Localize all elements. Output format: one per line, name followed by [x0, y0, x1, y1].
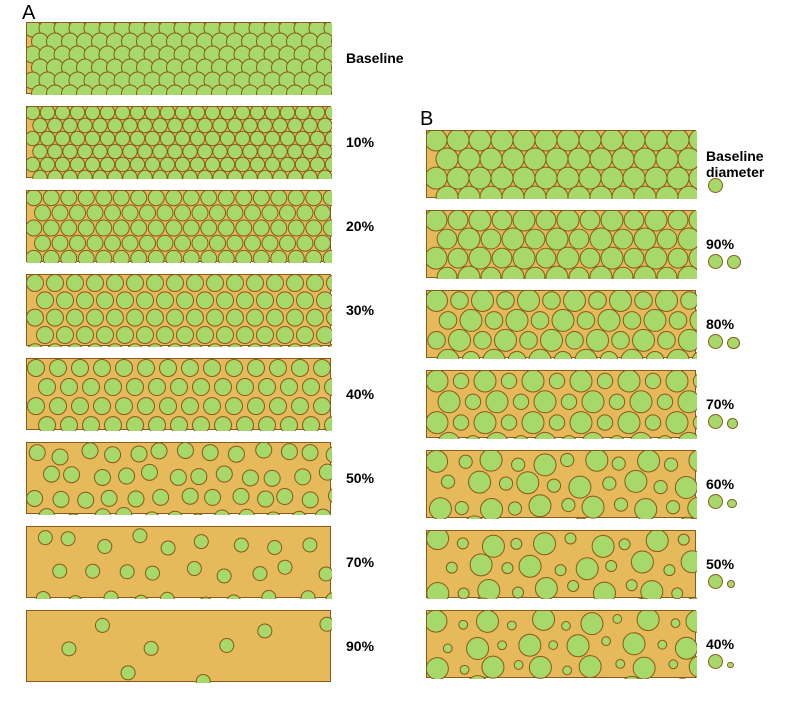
- swatch: [26, 610, 331, 682]
- legend-circle-big: [708, 254, 723, 269]
- legend-circle-small: [727, 499, 736, 508]
- swatch: [426, 290, 696, 358]
- legend-circle-big: [708, 178, 723, 193]
- row-label: 20%: [346, 218, 436, 234]
- row-label: 10%: [346, 134, 436, 150]
- swatch: [26, 106, 331, 178]
- legend-circle-small: [727, 662, 733, 668]
- legend-circle-big: [708, 654, 723, 669]
- row-label: 90%: [706, 236, 796, 252]
- swatch: [426, 130, 696, 198]
- row-label: 70%: [346, 554, 436, 570]
- row-label: 40%: [346, 386, 436, 402]
- legend-circle-small: [727, 580, 735, 588]
- swatch: [426, 450, 696, 518]
- legend-circle-small: [727, 255, 741, 269]
- row-label: 50%: [706, 556, 796, 572]
- swatch: [26, 22, 331, 94]
- row-label: 70%: [706, 396, 796, 412]
- swatch: [26, 358, 331, 430]
- legend-circle-small: [727, 337, 739, 349]
- row-label: 60%: [706, 476, 796, 492]
- swatch: [426, 370, 696, 438]
- legend-circle-small: [727, 418, 738, 429]
- swatch: [426, 610, 696, 678]
- legend-circle-big: [708, 494, 723, 509]
- swatch: [26, 190, 331, 262]
- row-label: 40%: [706, 636, 796, 652]
- row-label: Baseline: [346, 50, 436, 66]
- row-label: 50%: [346, 470, 436, 486]
- panel-letter: B: [420, 108, 433, 131]
- row-label: 80%: [706, 316, 796, 332]
- row-label: 30%: [346, 302, 436, 318]
- swatch: [26, 526, 331, 598]
- swatch: [26, 274, 331, 346]
- legend-circle-big: [708, 414, 723, 429]
- legend-circle-big: [708, 334, 723, 349]
- legend-circle-big: [708, 574, 723, 589]
- swatch: [426, 210, 696, 278]
- swatch: [26, 442, 331, 514]
- swatch: [426, 530, 696, 598]
- row-label: 90%: [346, 638, 436, 654]
- row-label: Baseline diameter: [706, 148, 796, 180]
